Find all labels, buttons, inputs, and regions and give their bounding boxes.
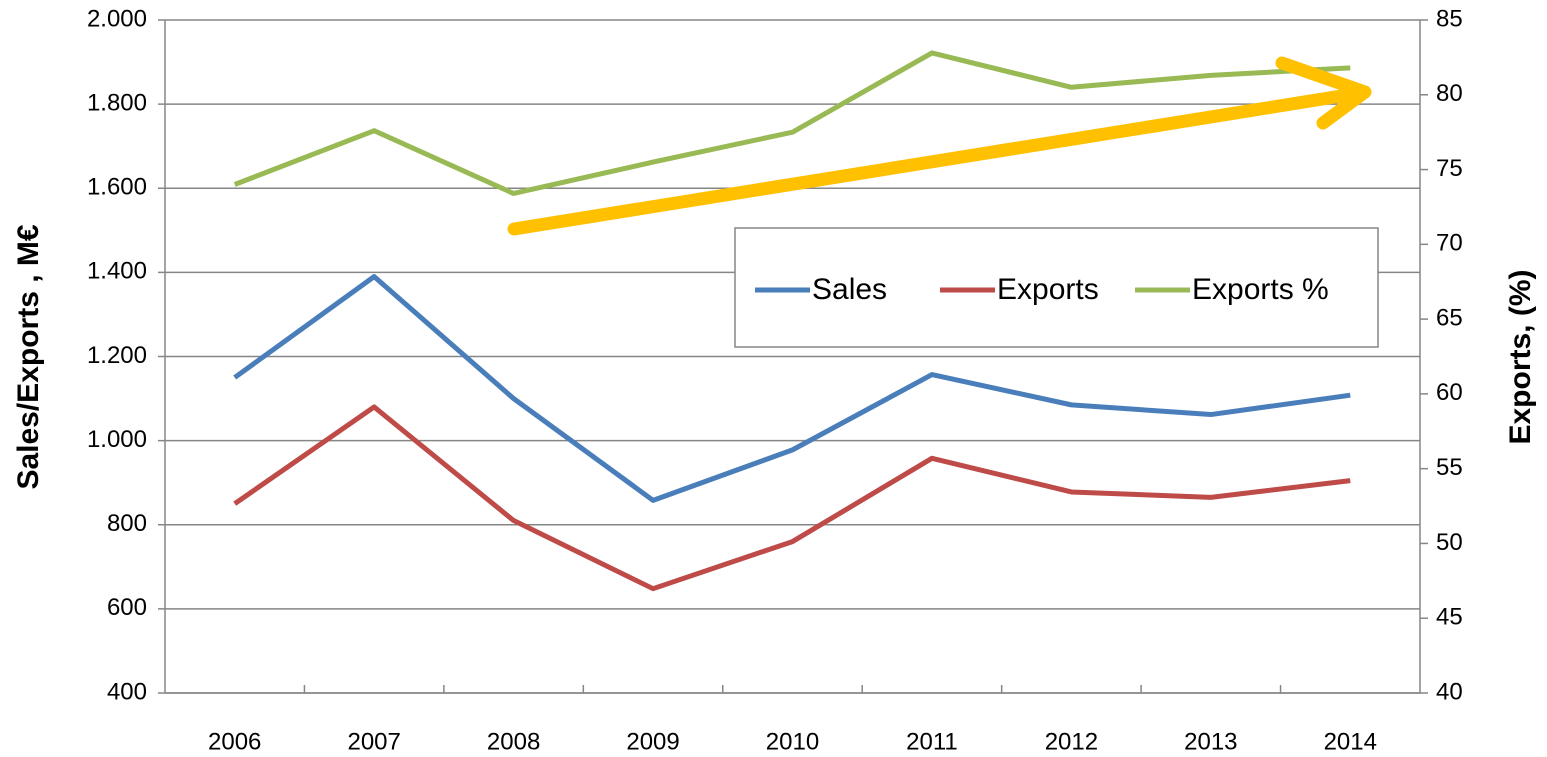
y-axis-title: Sales/Exports , M€ (12, 224, 45, 489)
grid (165, 19, 1420, 694)
x-tick-label: 2013 (1184, 728, 1237, 755)
x-tick-label: 2007 (347, 728, 400, 755)
y-tick-label: 1.800 (87, 89, 147, 116)
y-tick-label: 1.200 (87, 342, 147, 369)
y-tick-label: 800 (107, 510, 147, 537)
x-tick-label: 2010 (766, 728, 819, 755)
y2-tick-label: 55 (1436, 454, 1463, 481)
x-tick-label: 2008 (487, 728, 540, 755)
x-tick-label: 2006 (208, 728, 261, 755)
legend: Sales Exports Exports % (734, 227, 1379, 348)
y-tick-label: 1.400 (87, 258, 147, 285)
y-tick-label: 600 (107, 594, 147, 621)
y-tick-label: 2.000 (87, 5, 147, 32)
y2-tick-label: 80 (1436, 80, 1463, 107)
y2-tick-label: 70 (1436, 230, 1463, 257)
series-line (233, 50, 1351, 196)
legend-label: Sales (812, 273, 887, 306)
y2-tick-label: 85 (1436, 5, 1463, 32)
legend-label: Exports (997, 273, 1099, 306)
legend-box (734, 227, 1379, 348)
series-line (233, 404, 1351, 592)
x-tick-label: 2014 (1324, 728, 1377, 755)
y2-tick-label: 40 (1436, 678, 1463, 705)
y2-axis-title: Exports, (%) (1504, 269, 1537, 444)
y-tick-label: 400 (107, 678, 147, 705)
x-tick-label: 2012 (1045, 728, 1098, 755)
series-line (233, 274, 1351, 503)
y2-tick-label: 75 (1436, 155, 1463, 182)
y2-tick-label: 50 (1436, 529, 1463, 556)
x-tick-label: 2009 (626, 728, 679, 755)
y2-tick-label: 45 (1436, 604, 1463, 631)
legend-label: Exports % (1192, 273, 1329, 306)
y-tick-label: 1.000 (87, 426, 147, 453)
y-tick-label: 1.600 (87, 174, 147, 201)
trend-arrow (507, 56, 1372, 236)
x-tick-label: 2011 (906, 728, 958, 755)
y2-tick-label: 65 (1436, 304, 1463, 331)
y2-tick-label: 60 (1436, 379, 1463, 406)
